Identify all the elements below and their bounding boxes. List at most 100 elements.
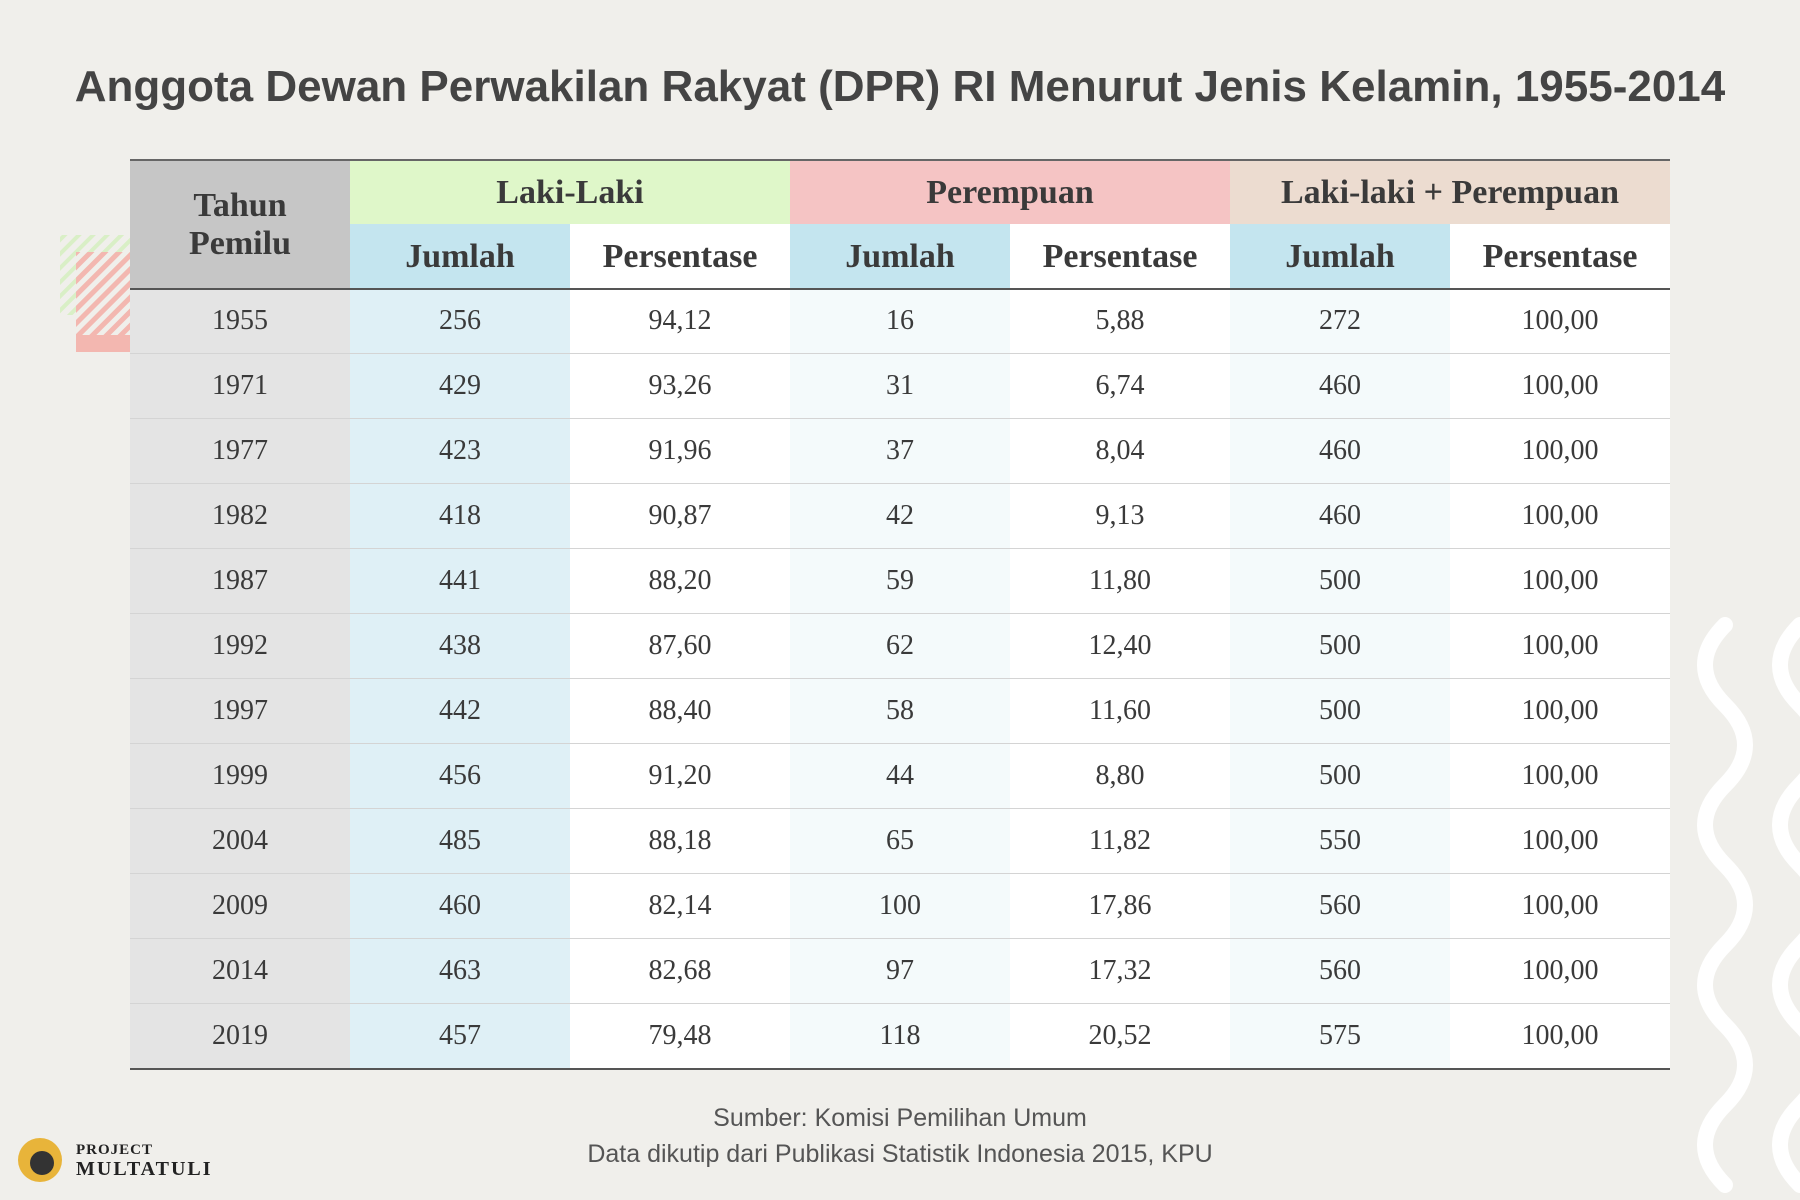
title: Anggota Dewan Perwakilan Rakyat (DPR) RI…	[74, 62, 1726, 111]
value-cell: 11,80	[1010, 549, 1230, 614]
value-cell: 118	[790, 1004, 1010, 1069]
value-cell: 560	[1230, 939, 1450, 1004]
value-cell: 79,48	[570, 1004, 790, 1069]
value-cell: 100,00	[1450, 614, 1670, 679]
year-cell: 1971	[130, 354, 350, 419]
value-cell: 20,52	[1010, 1004, 1230, 1069]
value-cell: 93,26	[570, 354, 790, 419]
value-cell: 8,04	[1010, 419, 1230, 484]
value-cell: 272	[1230, 289, 1450, 354]
year-cell: 1977	[130, 419, 350, 484]
value-cell: 9,13	[1010, 484, 1230, 549]
year-cell: 1999	[130, 744, 350, 809]
value-cell: 58	[790, 679, 1010, 744]
value-cell: 500	[1230, 744, 1450, 809]
value-cell: 11,82	[1010, 809, 1230, 874]
value-cell: 460	[1230, 354, 1450, 419]
value-cell: 62	[790, 614, 1010, 679]
value-cell: 500	[1230, 614, 1450, 679]
value-cell: 82,68	[570, 939, 790, 1004]
value-cell: 256	[350, 289, 570, 354]
value-cell: 65	[790, 809, 1010, 874]
logo-line1: PROJECT	[76, 1142, 154, 1158]
value-cell: 429	[350, 354, 570, 419]
subheader: Jumlah	[350, 224, 570, 289]
value-cell: 463	[350, 939, 570, 1004]
value-cell: 97	[790, 939, 1010, 1004]
value-cell: 438	[350, 614, 570, 679]
value-cell: 100	[790, 874, 1010, 939]
value-cell: 500	[1230, 679, 1450, 744]
value-cell: 100,00	[1450, 679, 1670, 744]
value-cell: 91,20	[570, 744, 790, 809]
value-cell: 100,00	[1450, 419, 1670, 484]
value-cell: 87,60	[570, 614, 790, 679]
year-cell: 2004	[130, 809, 350, 874]
value-cell: 457	[350, 1004, 570, 1069]
value-cell: 44	[790, 744, 1010, 809]
value-cell: 31	[790, 354, 1010, 419]
year-cell: 2009	[130, 874, 350, 939]
value-cell: 456	[350, 744, 570, 809]
year-cell: 1982	[130, 484, 350, 549]
value-cell: 423	[350, 419, 570, 484]
value-cell: 94,12	[570, 289, 790, 354]
value-cell: 460	[350, 874, 570, 939]
value-cell: 17,86	[1010, 874, 1230, 939]
subheader: Jumlah	[1230, 224, 1450, 289]
value-cell: 88,18	[570, 809, 790, 874]
subheader: Persentase	[570, 224, 790, 289]
group-header: Perempuan	[790, 161, 1230, 224]
year-cell: 1997	[130, 679, 350, 744]
value-cell: 100,00	[1450, 939, 1670, 1004]
value-cell: 100,00	[1450, 1004, 1670, 1069]
value-cell: 100,00	[1450, 354, 1670, 419]
value-cell: 59	[790, 549, 1010, 614]
value-cell: 88,40	[570, 679, 790, 744]
value-cell: 460	[1230, 419, 1450, 484]
logo-line2: MULTATULI	[76, 1158, 213, 1180]
value-cell: 560	[1230, 874, 1450, 939]
rule	[130, 288, 1670, 290]
value-cell: 5,88	[1010, 289, 1230, 354]
year-cell: 1955	[130, 289, 350, 354]
value-cell: 100,00	[1450, 289, 1670, 354]
value-cell: 12,40	[1010, 614, 1230, 679]
subheader: Jumlah	[790, 224, 1010, 289]
value-cell: 485	[350, 809, 570, 874]
year-header: Tahun Pemilu	[130, 161, 350, 289]
value-cell: 575	[1230, 1004, 1450, 1069]
value-cell: 100,00	[1450, 484, 1670, 549]
value-cell: 8,80	[1010, 744, 1230, 809]
subheader: Persentase	[1450, 224, 1670, 289]
value-cell: 91,96	[570, 419, 790, 484]
value-cell: 11,60	[1010, 679, 1230, 744]
group-header: Laki-Laki	[350, 161, 790, 224]
value-cell: 42	[790, 484, 1010, 549]
value-cell: 82,14	[570, 874, 790, 939]
value-cell: 441	[350, 549, 570, 614]
value-cell: 460	[1230, 484, 1450, 549]
value-cell: 17,32	[1010, 939, 1230, 1004]
source: Sumber: Komisi Pemilihan Umum	[713, 1104, 1087, 1132]
value-cell: 550	[1230, 809, 1450, 874]
value-cell: 100,00	[1450, 744, 1670, 809]
value-cell: 442	[350, 679, 570, 744]
group-header: Laki-laki + Perempuan	[1230, 161, 1670, 224]
rule	[130, 1068, 1670, 1070]
year-cell: 1992	[130, 614, 350, 679]
value-cell: 88,20	[570, 549, 790, 614]
value-cell: 100,00	[1450, 809, 1670, 874]
subheader: Persentase	[1010, 224, 1230, 289]
year-cell: 1987	[130, 549, 350, 614]
value-cell: 37	[790, 419, 1010, 484]
year-cell: 2014	[130, 939, 350, 1004]
value-cell: 100,00	[1450, 549, 1670, 614]
value-cell: 500	[1230, 549, 1450, 614]
rule	[130, 159, 1670, 161]
value-cell: 90,87	[570, 484, 790, 549]
value-cell: 6,74	[1010, 354, 1230, 419]
note: Data dikutip dari Publikasi Statistik In…	[587, 1140, 1213, 1168]
value-cell: 418	[350, 484, 570, 549]
